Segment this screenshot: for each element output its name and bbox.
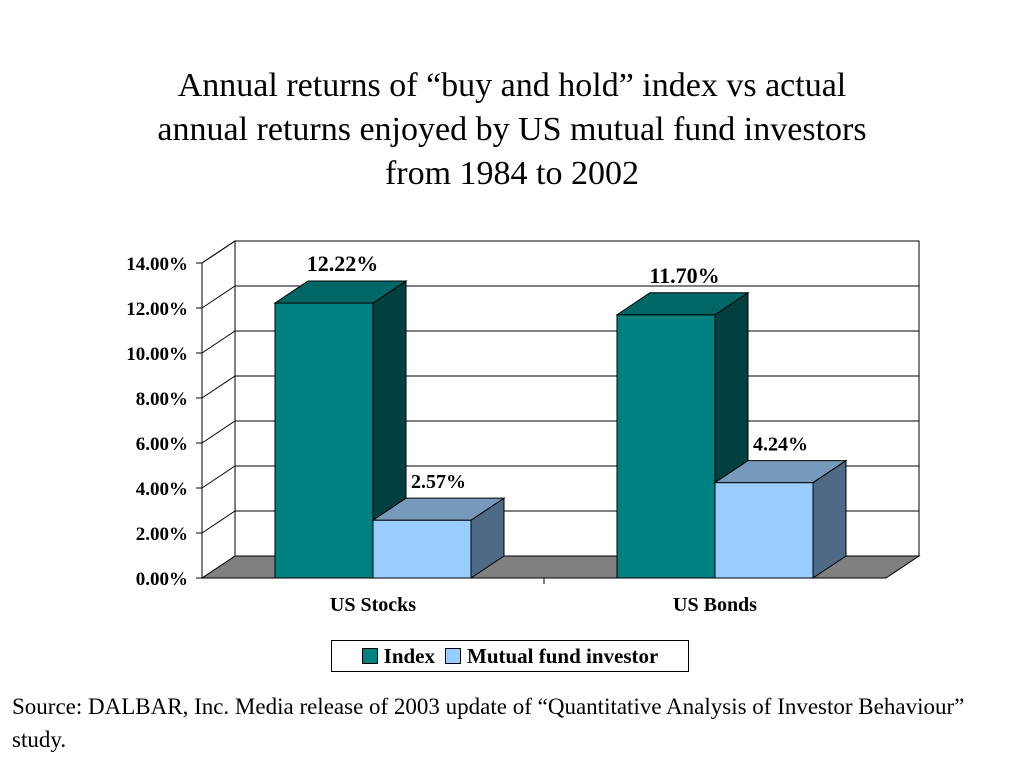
data-label-mutual-fund-investor-us-bonds: 4.24% (753, 434, 808, 456)
bar-index-us-stocks-top (273, 280, 408, 304)
y-tick-label: 12.00% (126, 299, 188, 320)
title-line-2: annual returns enjoyed by US mutual fund… (157, 111, 867, 148)
legend-swatch-mutual-fund-investor (445, 648, 461, 664)
gridline (201, 240, 919, 264)
y-tick-label: 0.00% (136, 569, 188, 590)
gridline (201, 285, 919, 309)
data-label-mutual-fund-investor-us-stocks: 2.57% (411, 471, 466, 493)
data-label-index-us-stocks: 12.22% (307, 251, 379, 276)
legend-swatch-index (361, 648, 378, 664)
legend-item-index: Index (361, 643, 435, 669)
chart-title: Annual returns of “buy and hold” index v… (40, 64, 984, 196)
y-tick-label: 8.00% (136, 389, 188, 410)
legend-label-index: Index (383, 643, 435, 668)
bar-index-us-bonds-top (615, 292, 750, 316)
legend-item-mutual-fund-investor: Mutual fund investor (445, 644, 658, 669)
y-tick-label: 2.00% (136, 524, 188, 545)
data-label-index-us-bonds: 11.70% (649, 263, 719, 288)
chart-side-wall (201, 240, 236, 579)
bar-mutual-fund-investor-us-stocks (372, 519, 472, 579)
legend-label-mutual-fund-investor: Mutual fund investor (467, 643, 659, 668)
title-line-3: from 1984 to 2002 (384, 155, 640, 192)
bar-index-us-stocks (274, 302, 374, 579)
x-tick-label-us-bonds: US Bonds (673, 594, 757, 616)
source-note: Source: DALBAR, Inc. Media release of 20… (12, 694, 965, 752)
y-tick-label: 14.00% (126, 254, 188, 275)
title-line-1: Annual returns of “buy and hold” index v… (177, 67, 847, 104)
bar-index-us-bonds (616, 314, 716, 579)
y-tick-label: 4.00% (136, 479, 188, 500)
y-tick-label: 6.00% (136, 434, 188, 455)
legend: Index Mutual fund investor (331, 640, 689, 672)
x-tick-label-us-stocks: US Stocks (330, 594, 416, 616)
bar-chart: 0.00% 2.00% 4.00% 6.00% 8.00% 10.00% 12.00% 14.… (126, 240, 921, 616)
y-tick-label: 10.00% (126, 344, 188, 365)
bar-mutual-fund-investor-us-bonds-top (713, 460, 848, 484)
bar-mutual-fund-investor-us-stocks-top (371, 497, 506, 521)
bar-mutual-fund-investor-us-bonds (714, 482, 814, 579)
